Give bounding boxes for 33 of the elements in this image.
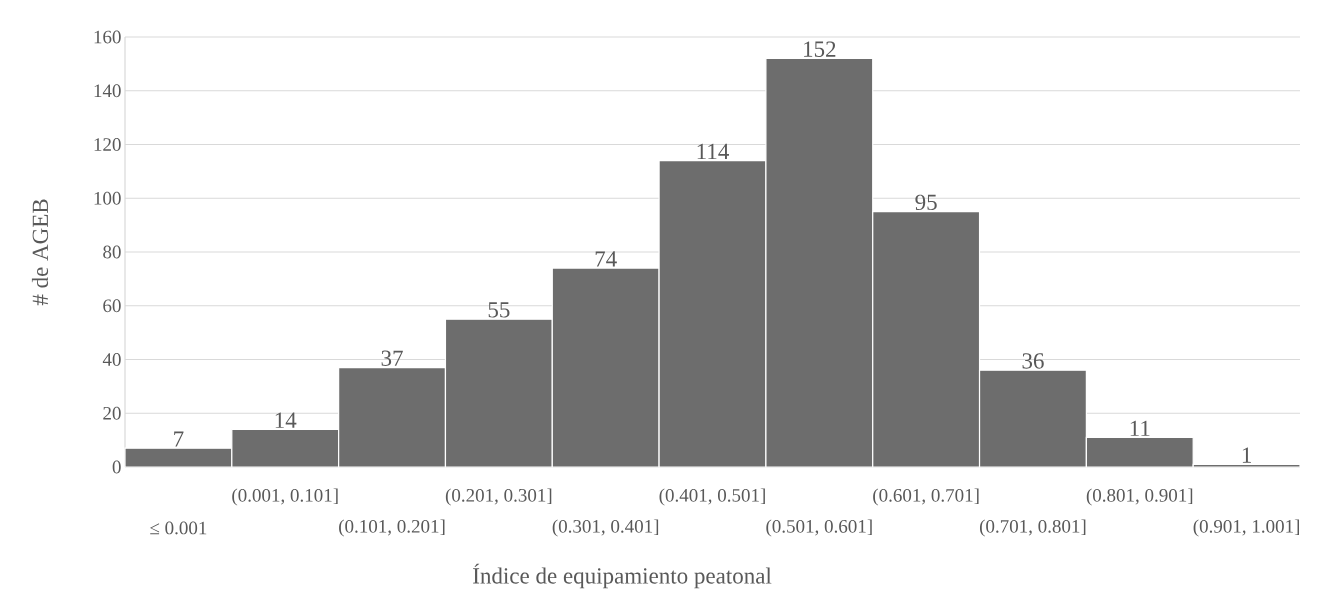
x-tick-label: (0.201, 0.301] [445, 488, 552, 506]
data-label: 1 [1242, 447, 1251, 463]
x-tick-label: (0.901, 1.001] [1193, 519, 1299, 537]
x-tick-label: (0.301, 0.401] [552, 519, 659, 537]
y-tick-label: 60 [103, 299, 121, 313]
x-tick-label: (0.101, 0.201] [339, 519, 445, 537]
data-label: 11 [1130, 420, 1150, 436]
x-tick-label: (0.701, 0.801] [979, 519, 1086, 537]
y-tick-label: 160 [94, 30, 121, 44]
data-label: 7 [174, 431, 184, 447]
data-label: 152 [804, 41, 836, 57]
x-tick-label: ≤ 0.001 [150, 521, 207, 535]
y-axis-title: # de AGEB [31, 199, 49, 306]
y-tick-label: 140 [94, 84, 121, 98]
y-tick-label: 80 [103, 245, 121, 259]
data-label: 114 [697, 143, 729, 160]
data-label: 14 [275, 412, 297, 428]
x-tick-label: (0.501, 0.601] [766, 519, 872, 537]
x-tick-label: (0.601, 0.701] [873, 488, 979, 506]
x-tick-label: (0.801, 0.901] [1086, 488, 1193, 506]
y-tick-label: 0 [112, 460, 121, 474]
x-tick-label: (0.401, 0.501] [659, 488, 765, 506]
y-tick-label: 40 [102, 353, 121, 366]
x-axis-title: Índice de equipamiento peatonal [473, 563, 772, 589]
y-tick-label: 100 [94, 191, 121, 205]
data-label: 37 [381, 350, 403, 366]
data-label: 55 [488, 302, 510, 318]
y-tick-label: 20 [103, 406, 121, 420]
data-label: 36 [1022, 353, 1044, 369]
data-label: 95 [915, 194, 937, 211]
x-tick-label: (0.001, 0.101] [232, 488, 338, 506]
y-tick-label: 120 [94, 138, 121, 151]
data-label: 74 [595, 251, 617, 267]
